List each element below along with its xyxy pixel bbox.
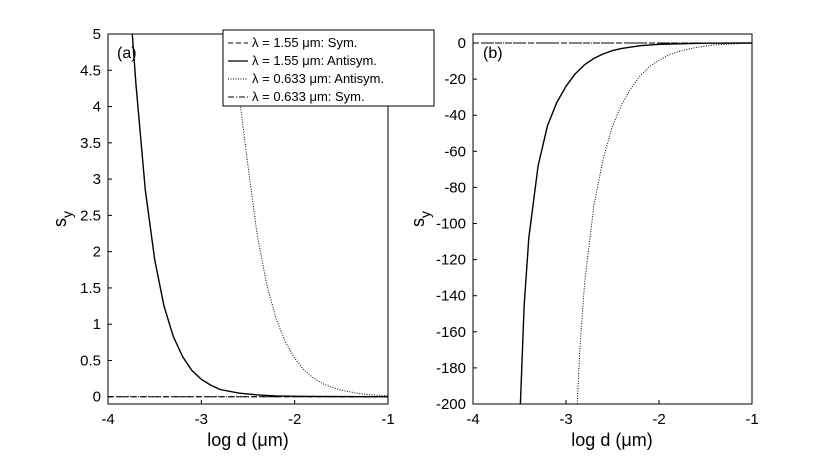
legend-label-1: λ = 1.55 μm: Antisym. — [252, 53, 377, 68]
y-tick-label-a-4: 2 — [93, 244, 101, 261]
y-tick-label-b-6: -80 — [444, 179, 466, 196]
y-axis-label-sub-a: y — [59, 211, 75, 218]
y-axis-label-sub-b: y — [417, 211, 433, 218]
x-tick-label-b-2: -2 — [652, 411, 665, 428]
x-axis-label-a: log d (μm) — [207, 430, 288, 450]
y-tick-label-b-8: -40 — [444, 107, 466, 124]
y-tick-label-a-5: 2.5 — [80, 207, 101, 224]
legend: λ = 1.55 μm: Sym. λ = 1.55 μm: Antisym. … — [222, 29, 435, 107]
legend-label-0: λ = 1.55 μm: Sym. — [252, 35, 357, 50]
y-tick-label-b-2: -160 — [436, 324, 466, 341]
y-tick-label-b-4: -120 — [436, 252, 466, 269]
y-tick-label-a-8: 4 — [93, 99, 101, 116]
series-group-a — [108, 33, 389, 398]
y-tick-label-b-9: -20 — [444, 71, 466, 88]
y-tick-label-a-2: 1 — [93, 316, 101, 333]
y-tick-label-a-9: 4.5 — [80, 62, 101, 79]
y-tick-label-a-1: 0.5 — [80, 352, 101, 369]
x-tick-label-a-1: -3 — [195, 411, 208, 428]
series-line-b-1 — [519, 42, 753, 405]
x-tick-label-a-0: -4 — [101, 411, 114, 428]
legend-label-3: λ = 0.633 μm: Sym. — [252, 89, 365, 104]
y-tick-label-a-3: 1.5 — [80, 280, 101, 297]
x-tick-label-b-0: -4 — [466, 411, 479, 428]
y-axis-label-main-b: s — [408, 218, 428, 227]
axes-frame-b — [472, 33, 753, 405]
panel-a: -4 -3 -2 -1 0 0.5 1 1.5 2 2.5 3 3.5 4 4.5 5 (a) log d … — [50, 26, 435, 450]
y-tick-label-b-1: -180 — [436, 360, 466, 377]
x-tick-label-b-3: -1 — [745, 411, 758, 428]
legend-label-2: λ = 0.633 μm: Antisym. — [252, 71, 384, 86]
x-tick-label-a-3: -1 — [381, 411, 394, 428]
y-tick-label-b-0: -200 — [436, 396, 466, 413]
y-tick-label-a-7: 3.5 — [80, 135, 101, 152]
panel-label-a: (a) — [117, 45, 137, 62]
series-line-a-2 — [238, 91, 389, 397]
y-axis-label-b: sy — [408, 211, 433, 227]
y-tick-label-a-10: 5 — [93, 26, 101, 43]
x-tick-label-a-2: -2 — [288, 411, 301, 428]
y-tick-label-a-0: 0 — [93, 389, 101, 406]
series-group-b — [473, 42, 753, 405]
y-tick-label-b-5: -100 — [436, 216, 466, 233]
series-line-a-1 — [131, 33, 389, 398]
x-axis-label-b: log d (μm) — [571, 430, 652, 450]
y-tick-label-b-7: -60 — [444, 143, 466, 160]
y-tick-label-b-3: -140 — [436, 288, 466, 305]
panel-label-b: (b) — [483, 45, 503, 62]
y-tick-label-a-6: 3 — [93, 171, 101, 188]
panel-b: -4 -3 -2 -1-200-180-160-140-120-100-80-60-4… — [408, 33, 759, 450]
y-tick-label-b-10: 0 — [458, 35, 466, 52]
legend-box — [222, 29, 435, 107]
x-tick-label-b-1: -3 — [559, 411, 572, 428]
ticks-b: -4 -3 -2 -1-200-180-160-140-120-100-80-60-4… — [436, 35, 759, 428]
y-axis-label-a: sy — [50, 211, 75, 227]
series-line-b-2 — [576, 42, 753, 405]
y-axis-label-main-a: s — [50, 218, 70, 227]
